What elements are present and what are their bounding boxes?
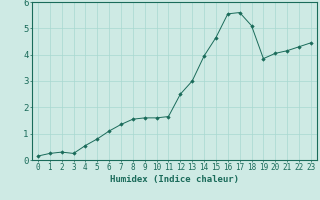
X-axis label: Humidex (Indice chaleur): Humidex (Indice chaleur) [110,175,239,184]
